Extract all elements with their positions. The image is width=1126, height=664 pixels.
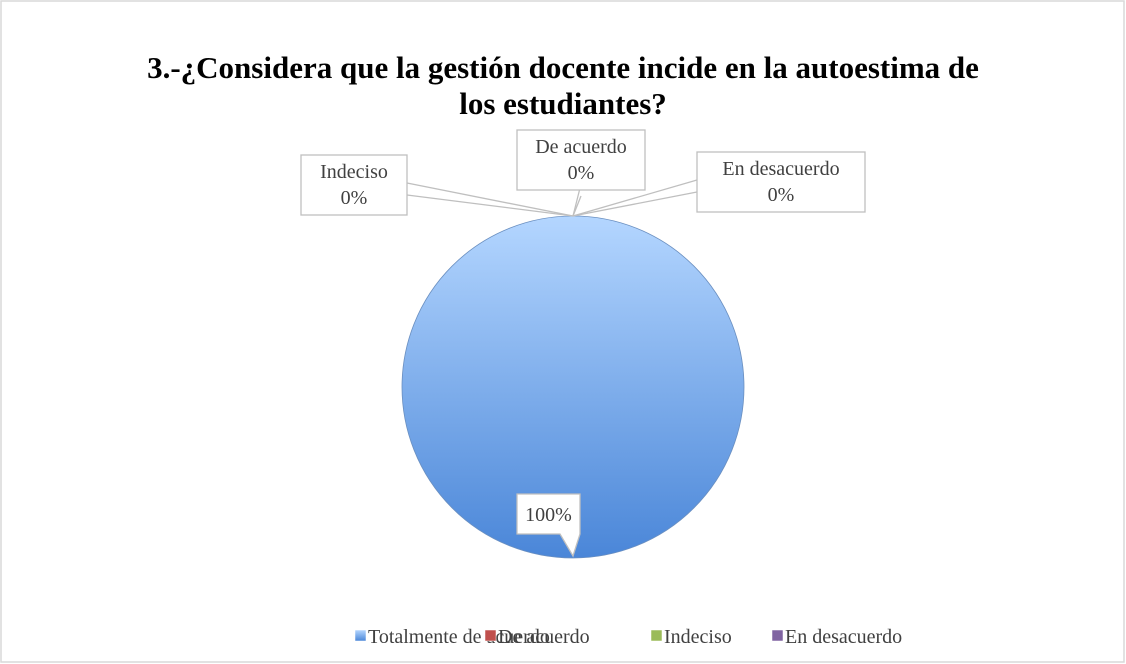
data-label-box bbox=[300, 154, 408, 216]
data-label-value: 100% bbox=[525, 504, 572, 526]
data-label: Indeciso 0% bbox=[320, 161, 388, 209]
leader-line bbox=[572, 179, 698, 217]
leader-line bbox=[406, 194, 574, 217]
data-label-callout bbox=[516, 493, 581, 558]
data-label-value: 0% bbox=[568, 162, 595, 184]
data-label-category: Indeciso bbox=[320, 161, 388, 183]
legend-swatch bbox=[771, 629, 784, 642]
data-label-box bbox=[516, 129, 646, 191]
leader-line bbox=[572, 195, 582, 217]
chart-title: 3.-¿Considera que la gestión docente inc… bbox=[147, 50, 979, 121]
legend-label: De acuerdo bbox=[498, 626, 590, 648]
legend-label: Indeciso bbox=[664, 626, 732, 648]
data-label: En desacuerdo 0% bbox=[722, 158, 839, 206]
legend-swatch bbox=[354, 629, 367, 642]
leader-line bbox=[406, 182, 574, 217]
data-label-category: De acuerdo bbox=[535, 136, 627, 158]
data-label-box bbox=[696, 151, 866, 213]
legend-swatch bbox=[650, 629, 663, 642]
legend-label: Totalmente de acuerdo bbox=[368, 626, 550, 648]
leader-line bbox=[572, 191, 698, 217]
legend-swatch bbox=[484, 629, 497, 642]
data-label-value: 0% bbox=[341, 187, 368, 209]
data-label: 100% bbox=[525, 504, 572, 526]
data-label-value: 0% bbox=[768, 184, 795, 206]
legend-label: En desacuerdo bbox=[785, 626, 902, 648]
data-label: De acuerdo 0% bbox=[535, 136, 627, 184]
data-label-category: En desacuerdo bbox=[722, 158, 839, 180]
